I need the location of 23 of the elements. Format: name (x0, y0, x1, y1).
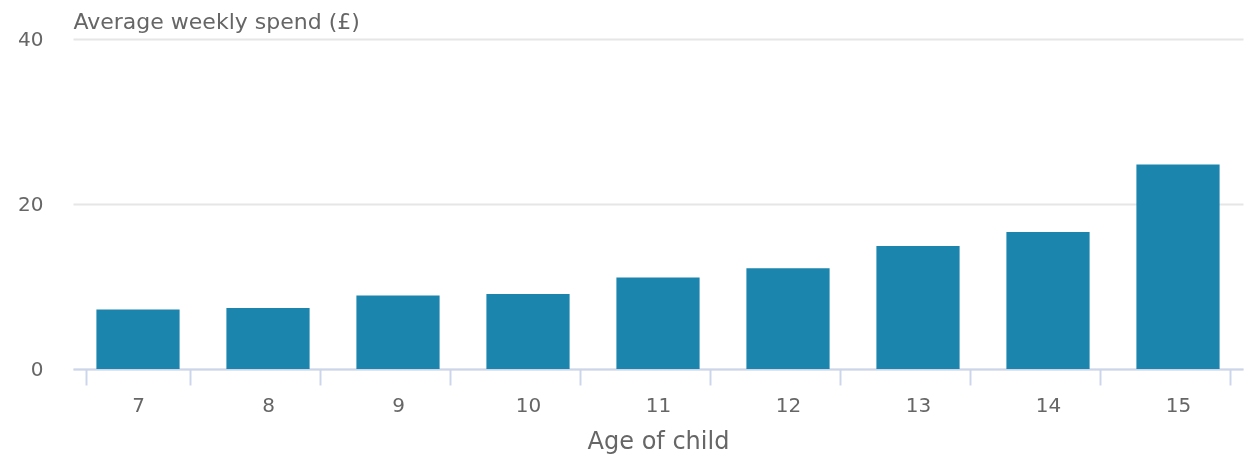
x-tick-label: 10 (515, 392, 542, 417)
bar (486, 293, 570, 369)
bar (96, 309, 180, 369)
x-tick-label: 14 (1035, 392, 1062, 417)
x-tick-label: 15 (1165, 392, 1192, 417)
y-tick-label: 20 (18, 191, 44, 216)
x-tick-label: 9 (392, 392, 405, 417)
x-tick-label: 7 (132, 392, 145, 417)
bar (226, 307, 310, 369)
y-tick-label: 0 (30, 356, 44, 381)
y-axis-title: Average weekly spend (£) (73, 8, 360, 34)
x-tick-label: 11 (645, 392, 672, 417)
x-axis-title: Age of child (587, 426, 730, 455)
bar (876, 246, 960, 369)
bar (746, 268, 830, 369)
x-tick-label: 13 (905, 392, 932, 417)
bar (356, 295, 440, 369)
bar (616, 277, 700, 369)
bar (1136, 164, 1220, 369)
x-tick-label: 8 (262, 392, 275, 417)
y-tick-label: 40 (18, 26, 44, 51)
x-tick-label: 12 (775, 392, 802, 417)
bar (1006, 232, 1090, 369)
